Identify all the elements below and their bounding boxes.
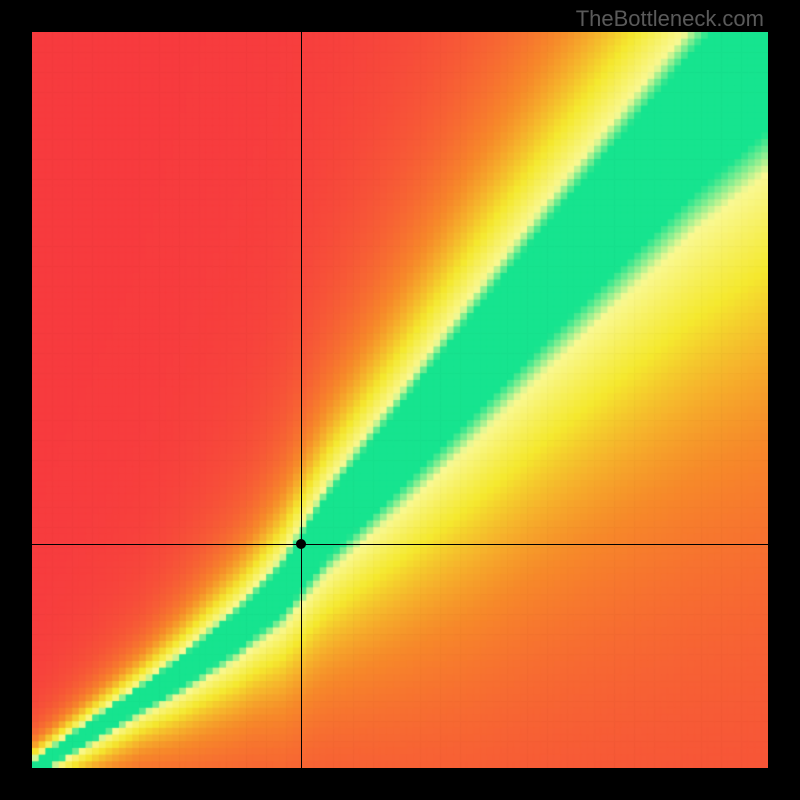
marker-dot: [296, 539, 306, 549]
heatmap-chart: [32, 32, 768, 768]
watermark-text: TheBottleneck.com: [576, 6, 764, 32]
crosshair-horizontal: [32, 544, 768, 545]
crosshair-vertical: [301, 32, 302, 768]
heatmap-canvas: [32, 32, 768, 768]
